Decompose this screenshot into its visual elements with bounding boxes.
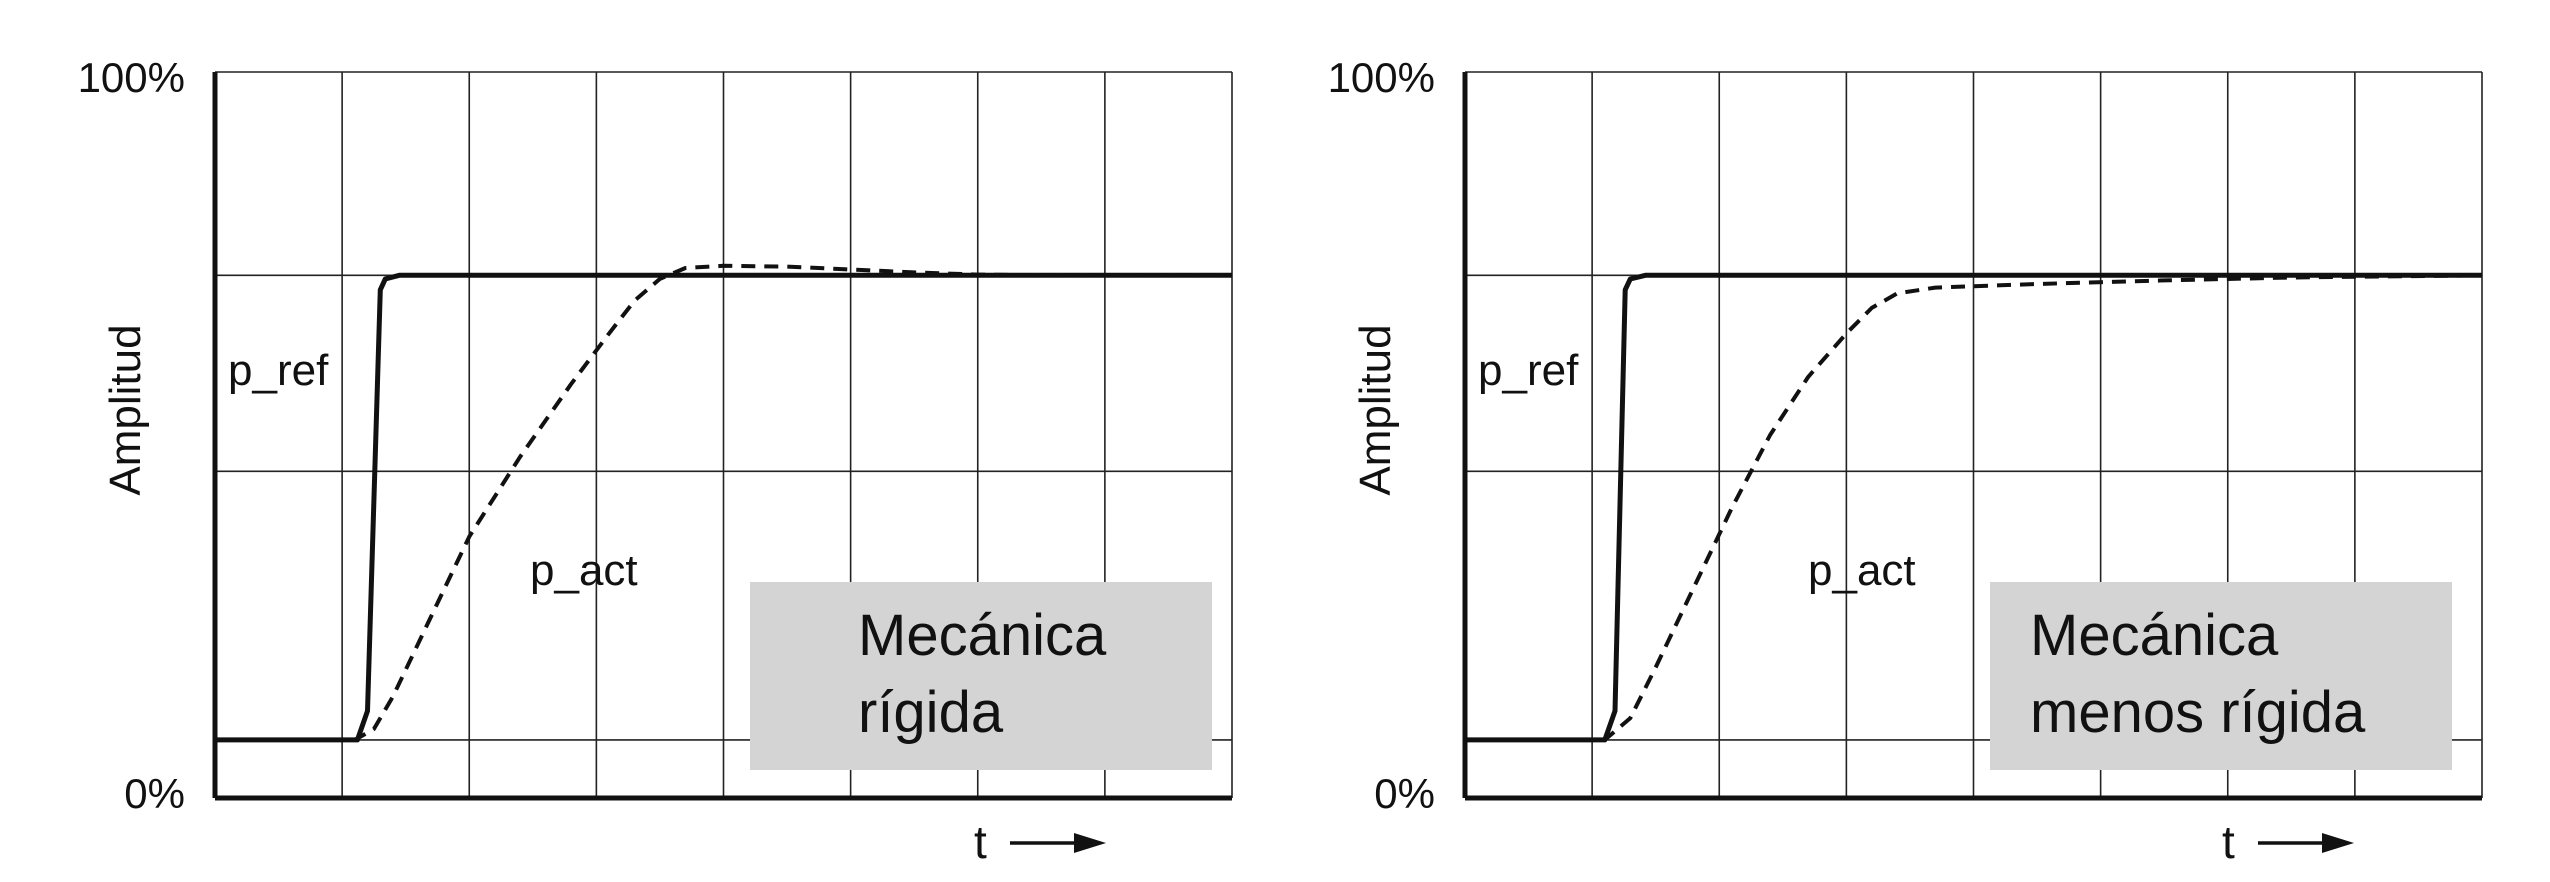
y-tick-label-top: 100% [78,54,185,101]
chart-panel-2: Mecánica menos rígida p_ref p_act 100% 0% Ampl… [1328,54,2483,868]
mechanics-label-box [1990,582,2452,770]
series-label-p-act: p_act [1808,546,1916,595]
series-label-p-act: p_act [530,546,638,595]
series-label-p-ref: p_ref [228,346,329,395]
y-tick-label-top: 100% [1328,54,1435,101]
y-tick-label-bottom: 0% [124,770,185,817]
x-axis-label: t [2222,816,2235,868]
y-tick-label-bottom: 0% [1374,770,1435,817]
x-axis-arrow-icon [1074,833,1106,853]
series-label-p-ref: p_ref [1478,346,1579,395]
chart-panel-1: Mecánica rígida p_ref p_act 100% 0% Amplitud t [78,54,1233,868]
x-axis-arrow-icon [2322,833,2354,853]
mechanics-label-line-1: Mecánica [2030,603,2279,668]
mechanics-label-line-2: rígida [858,680,1004,745]
series-p-act-line [1465,273,2483,742]
mechanics-label-box [750,582,1212,770]
y-axis-label: Amplitud [101,324,150,495]
y-axis-label: Amplitud [1351,324,1400,495]
mechanics-label-line-1: Mecánica [858,603,1107,668]
x-axis-label: t [974,816,987,868]
series-p-act-line [215,263,1232,742]
mechanics-label-line-2: menos rígida [2030,680,2366,745]
